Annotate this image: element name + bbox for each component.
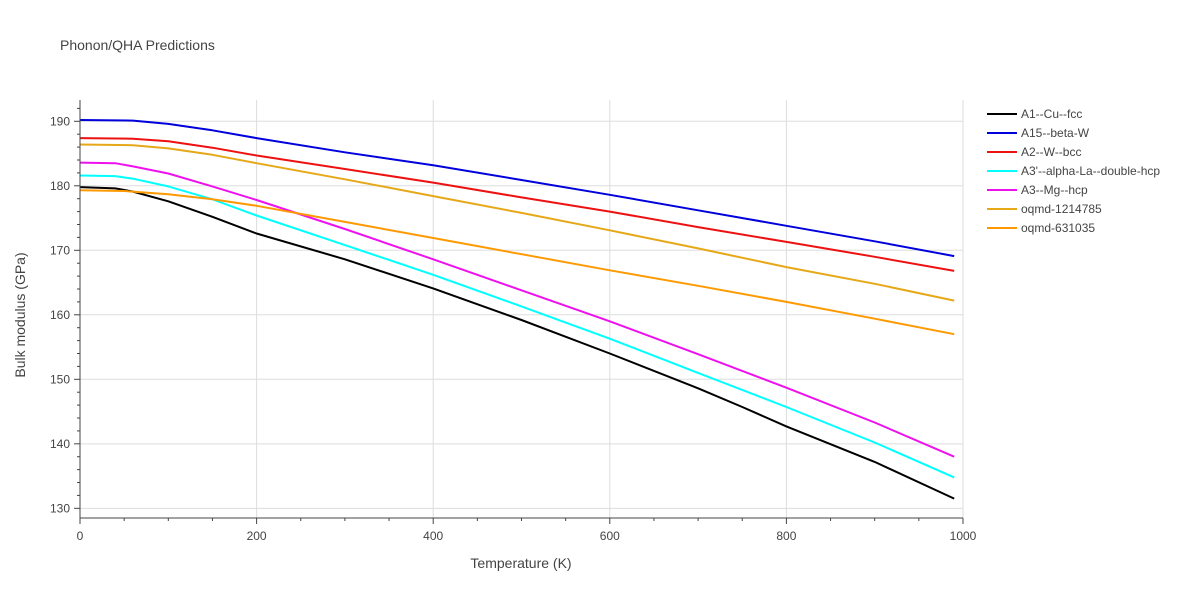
x-tick-label: 200: [247, 529, 267, 543]
legend-item[interactable]: A15--beta-W: [987, 126, 1090, 140]
legend-label: oqmd-1214785: [1021, 202, 1102, 216]
series-line-7: [79, 189, 955, 336]
plot-area: [79, 119, 955, 500]
x-tick-label: 400: [423, 529, 443, 543]
legend-item[interactable]: oqmd-1214785: [987, 202, 1102, 216]
legend-label: oqmd-631035: [1021, 221, 1095, 235]
y-tick-label: 170: [50, 243, 70, 257]
x-axis-title: Temperature (K): [470, 555, 571, 571]
legend-label: A3--Mg--hcp: [1021, 183, 1088, 197]
legend-label: A1--Cu--fcc: [1021, 107, 1082, 121]
x-tick-label: 1000: [950, 529, 977, 543]
series-line-4: [79, 174, 955, 479]
y-tick-label: 150: [50, 372, 70, 386]
legend-item[interactable]: A1--Cu--fcc: [987, 107, 1082, 121]
y-tick-label: 140: [50, 437, 70, 451]
grid: [80, 100, 964, 518]
series-line-3: [79, 137, 955, 272]
series-line-1: [79, 186, 955, 500]
x-tick-label: 800: [776, 529, 796, 543]
series-line-5: [79, 161, 955, 458]
y-tick-label: 190: [50, 114, 70, 128]
axes: 0 200 400 600 800 1000 130 140 150 160 170 180 190: [50, 100, 977, 543]
legend[interactable]: A1--Cu--fcc A15--beta-W A2--W--bcc A3'--alp…: [987, 107, 1160, 235]
x-tick-label: 600: [600, 529, 620, 543]
legend-item[interactable]: oqmd-631035: [987, 221, 1095, 235]
legend-label: A2--W--bcc: [1021, 145, 1081, 159]
y-axis-title: Bulk modulus (GPa): [12, 252, 28, 377]
legend-label: A15--beta-W: [1021, 126, 1090, 140]
x-tick-label: 0: [77, 529, 84, 543]
legend-item[interactable]: A3'--alpha-La--double-hcp: [987, 164, 1160, 178]
legend-item[interactable]: A2--W--bcc: [987, 145, 1081, 159]
y-tick-label: 130: [50, 501, 70, 515]
series-line-6: [79, 143, 955, 302]
legend-item[interactable]: A3--Mg--hcp: [987, 183, 1088, 197]
chart-title: Phonon/QHA Predictions: [60, 37, 215, 53]
series-line-2: [79, 119, 955, 258]
y-tick-label: 180: [50, 179, 70, 193]
y-tick-label: 160: [50, 308, 70, 322]
legend-label: A3'--alpha-La--double-hcp: [1021, 164, 1160, 178]
